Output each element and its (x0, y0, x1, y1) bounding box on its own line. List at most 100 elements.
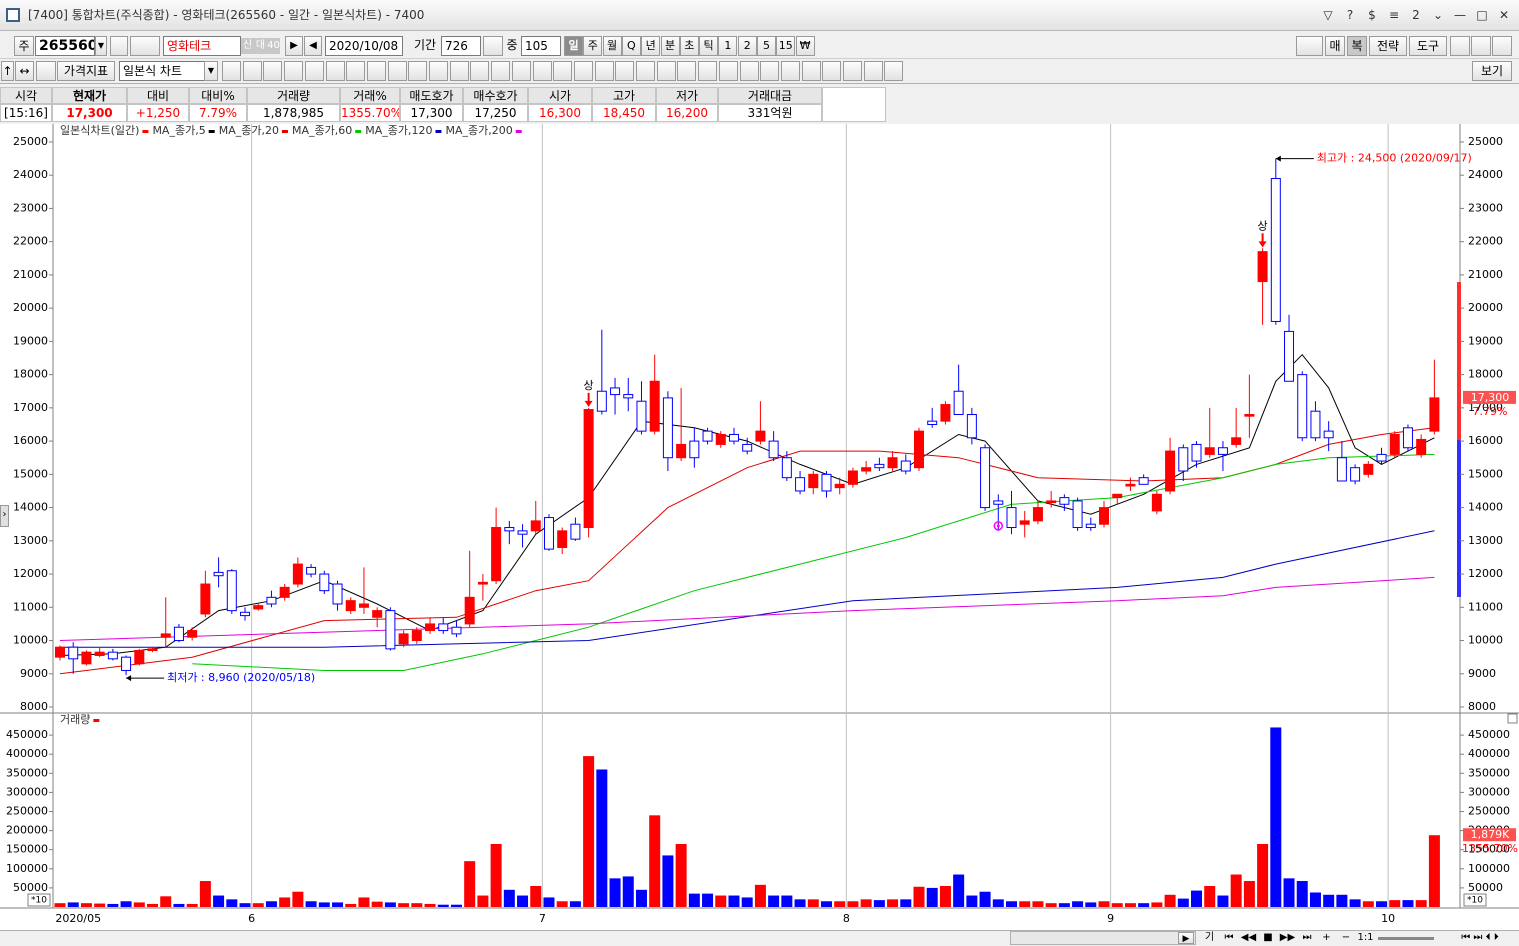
scroll-thumb[interactable]: ▶ (1178, 932, 1194, 944)
window-button[interactable]: ▽ (1323, 8, 1333, 22)
cloud-button[interactable] (1296, 36, 1323, 56)
bottom-control[interactable]: ⏮ (1224, 932, 1234, 943)
drawing-tool[interactable] (491, 61, 511, 81)
drawing-tool[interactable] (573, 61, 593, 81)
tool-icon[interactable] (1450, 36, 1470, 56)
drawing-tool[interactable] (511, 61, 531, 81)
drawing-tool[interactable] (698, 61, 718, 81)
right-button[interactable]: 복 (1347, 36, 1367, 56)
drawing-tool[interactable] (553, 61, 573, 81)
fit-button[interactable]: ↔ (15, 61, 34, 81)
interval-button[interactable]: 분 (660, 36, 680, 56)
count-input[interactable]: 105 (521, 36, 561, 56)
interval-button[interactable]: 15 (776, 36, 796, 56)
window-button[interactable]: ? (1346, 8, 1354, 22)
window-button[interactable]: ≡ (1388, 8, 1400, 22)
drawing-tool[interactable] (843, 61, 862, 81)
sort-button[interactable] (130, 36, 160, 56)
tool-icon[interactable] (1492, 36, 1512, 56)
stock-code[interactable]: 265560 (35, 36, 95, 56)
drawing-tool[interactable] (822, 61, 842, 81)
drawing-tool[interactable] (884, 61, 904, 81)
period-input[interactable]: 726 (441, 36, 481, 56)
right-button[interactable]: 전략 (1369, 36, 1407, 56)
indicator-button[interactable]: 가격지표 (57, 61, 115, 81)
drawing-tool[interactable] (718, 61, 738, 81)
zoom-end[interactable]: ⏮ ⏭ ⏴ ⏵ (1461, 932, 1499, 943)
tool-icon[interactable] (1471, 36, 1491, 56)
search-button[interactable] (110, 36, 128, 56)
volume-bar (1349, 899, 1361, 907)
scroll-track[interactable] (1010, 931, 1196, 945)
volume-bar (873, 900, 885, 907)
period-spin[interactable] (483, 36, 503, 56)
window-button[interactable]: □ (1476, 8, 1488, 22)
drawing-tool[interactable] (863, 61, 883, 81)
window-button[interactable]: $ (1368, 8, 1376, 22)
stock-name[interactable]: 영화테크 (163, 36, 241, 56)
drawing-tool[interactable] (408, 61, 428, 81)
drawing-tool[interactable] (449, 61, 469, 81)
date-input[interactable]: 2020/10/08 (325, 36, 403, 56)
right-button[interactable]: 매 (1325, 36, 1345, 56)
right-button[interactable]: 도구 (1409, 36, 1447, 56)
drawing-tool[interactable] (387, 61, 407, 81)
interval-button[interactable]: 초 (679, 36, 699, 56)
bottom-control[interactable]: 기 (1204, 932, 1215, 943)
next-button[interactable]: ▶ (285, 36, 303, 56)
window-button[interactable]: ✕ (1498, 8, 1510, 22)
drawing-tool[interactable] (470, 61, 490, 81)
drawing-tool[interactable] (594, 61, 614, 81)
interval-button[interactable]: 년 (641, 36, 661, 56)
interval-button[interactable]: Q (621, 36, 641, 56)
window-button[interactable]: ⌄ (1432, 8, 1444, 22)
chart-type-dropdown[interactable]: ▼ (204, 61, 218, 81)
drawing-tool[interactable] (263, 61, 283, 81)
interval-button[interactable]: 5 (757, 36, 776, 56)
volume-bar (1415, 900, 1427, 907)
up-button[interactable]: ↑ (1, 61, 14, 81)
edit-button[interactable] (36, 61, 56, 81)
drawing-tool[interactable] (615, 61, 635, 81)
interval-button[interactable]: ₩ (795, 36, 815, 56)
prev-button[interactable]: ◀ (304, 36, 322, 56)
drawing-tool[interactable] (739, 61, 759, 81)
bottom-control[interactable]: ▶▶ (1279, 932, 1296, 943)
bottom-control[interactable]: ■ (1263, 932, 1273, 943)
chart-type-select[interactable]: 일본식 차트 (119, 61, 205, 81)
code-dropdown[interactable]: ▼ (95, 36, 107, 56)
bottom-control[interactable]: + (1322, 932, 1331, 943)
view-button[interactable]: 보기 (1472, 61, 1512, 81)
drawing-tool[interactable] (304, 61, 324, 81)
code-label[interactable]: 주 (14, 36, 34, 56)
drawing-tool[interactable] (325, 61, 345, 81)
bottom-control[interactable]: 1:1 (1357, 932, 1374, 943)
drawing-tool[interactable] (656, 61, 676, 81)
bottom-control[interactable]: ◀◀ (1240, 932, 1257, 943)
interval-button[interactable]: 틱 (699, 36, 719, 56)
interval-button[interactable]: 1 (718, 36, 738, 56)
drawing-tool[interactable] (284, 61, 304, 81)
drawing-tool[interactable] (532, 61, 552, 81)
window-button[interactable]: — (1454, 8, 1466, 22)
window-button[interactable]: 2 (1412, 8, 1420, 22)
drawing-tool[interactable] (429, 61, 448, 81)
bottom-control[interactable]: − (1341, 932, 1351, 943)
close-pane[interactable] (1507, 713, 1518, 724)
interval-button[interactable]: 주 (583, 36, 603, 56)
drawing-tool[interactable] (242, 61, 262, 81)
interval-button[interactable]: 월 (602, 36, 622, 56)
drawing-tool[interactable] (366, 61, 386, 81)
drawing-tool[interactable] (222, 61, 241, 81)
zoom-slider[interactable] (1378, 937, 1434, 940)
drawing-tool[interactable] (677, 61, 697, 81)
drawing-tool[interactable] (801, 61, 821, 81)
interval-button[interactable]: 2 (737, 36, 757, 56)
drawing-tool[interactable] (636, 61, 655, 81)
bottom-control[interactable]: ⏭ (1302, 932, 1312, 943)
drawing-tool[interactable] (346, 61, 366, 81)
interval-button[interactable]: 일 (564, 36, 583, 56)
drawing-tool[interactable] (760, 61, 780, 81)
expand-button[interactable]: › (0, 505, 9, 527)
drawing-tool[interactable] (780, 61, 800, 81)
